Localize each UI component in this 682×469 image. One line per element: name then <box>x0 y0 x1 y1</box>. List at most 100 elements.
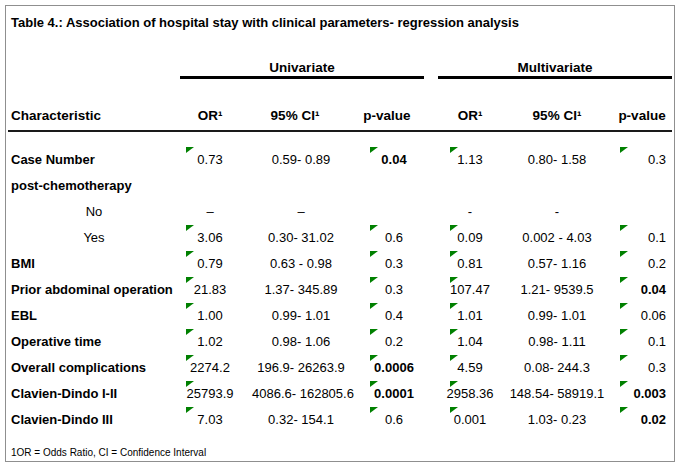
uni-or-cell: 0.73 <box>180 146 240 172</box>
cell-value: 1.13 <box>457 152 482 167</box>
uni-or-cell: 7.03 <box>180 406 240 432</box>
uni-ci-cell: 196.9- 26263.9 <box>240 354 350 380</box>
uni-or-cell: 3.06 <box>180 224 240 250</box>
cell-flag-triangle-icon <box>370 277 378 283</box>
table-foot: 1OR = Odds Ratio, CI = Confidence Interv… <box>8 432 672 458</box>
table-row: EBL1.000.99- 1.010.41.010.99- 1.010.06 <box>8 302 672 328</box>
cell-value: 4.59 <box>457 360 482 375</box>
column-gap <box>424 380 438 406</box>
multi-p-cell <box>612 172 672 198</box>
cell-value: 0.0001 <box>374 386 414 401</box>
multi-p-cell: 0.3 <box>612 146 672 172</box>
multi-p-cell: 0.003 <box>612 380 672 406</box>
cell-flag-triangle-icon <box>620 381 628 387</box>
uni-ci-cell: – <box>240 198 350 224</box>
row-label: Case Number <box>8 146 180 172</box>
cell-value: 0.80- 1.58 <box>528 152 587 167</box>
column-gap <box>424 146 438 172</box>
cell-value: 0.09 <box>457 230 482 245</box>
cell-flag-triangle-icon <box>620 303 628 309</box>
cell-value: 0.59- 0.89 <box>272 152 331 167</box>
cell-flag-triangle-icon <box>620 355 628 361</box>
table-header: Table 4.: Association of hospital stay w… <box>8 6 672 131</box>
cell-flag-triangle-icon <box>370 251 378 257</box>
cell-value: 0.04 <box>381 152 406 167</box>
multi-p-cell: 0.2 <box>612 250 672 276</box>
row-label: EBL <box>8 302 180 328</box>
uni-p-cell: 0.3 <box>350 250 424 276</box>
cell-value: 0.98- 1.11 <box>528 334 586 349</box>
cell-value: 107.47 <box>450 282 490 297</box>
cell-value: 0.3 <box>648 152 666 167</box>
uni-ci-cell: 0.99- 1.01 <box>240 302 350 328</box>
cell-flag-triangle-icon <box>620 329 628 335</box>
multi-p-cell: 0.06 <box>612 302 672 328</box>
multi-ci-cell: 0.002 - 4.03 <box>502 224 612 250</box>
row-label: Overall complications <box>8 354 180 380</box>
cell-value: 7.03 <box>197 412 222 427</box>
cell-flag-triangle-icon <box>370 407 378 413</box>
table-row: Operative time1.020.98- 1.060.21.040.98-… <box>8 328 672 354</box>
univariate-group-header: Univariate <box>180 47 424 78</box>
cell-value: 1.37- 345.89 <box>264 282 337 297</box>
cell-value: 0.99- 1.01 <box>528 308 587 323</box>
row-label: Prior abdominal operation <box>8 276 180 302</box>
table-row: Case Number0.73 0.59- 0.89 0.04 1.13 0.80- 1… <box>8 146 672 172</box>
row-label: Clavien-Dindo I-II <box>8 380 180 406</box>
cell-value: 0.3 <box>385 256 403 271</box>
cell-flag-triangle-icon <box>370 225 378 231</box>
table-row: Yes3.060.30- 31.020.60.090.002 - 4.030.1 <box>8 224 672 250</box>
regression-table: Table 4.: Association of hospital stay w… <box>8 6 672 458</box>
multi-ci-cell: 0.08- 244.3 <box>502 354 612 380</box>
multi-p-cell: 0.04 <box>612 276 672 302</box>
multi-ci-cell: 1.21- 9539.5 <box>502 276 612 302</box>
multi-ci-cell: 148.54- 58919.1 <box>502 380 612 406</box>
multi-p-cell: 0.1 <box>612 328 672 354</box>
group-gap <box>424 47 438 78</box>
column-gap <box>424 198 438 224</box>
multi-ci-cell: - <box>502 198 612 224</box>
cell-value: 0.3 <box>385 282 403 297</box>
col-header-gap <box>424 78 438 132</box>
cell-value: 148.54- 58919.1 <box>510 386 605 401</box>
col-header-uni-ci: 95% CI¹ <box>240 78 350 132</box>
page: { "table": { "title": "Table 4.: Associa… <box>0 0 682 469</box>
row-label: Operative time <box>8 328 180 354</box>
column-gap <box>424 354 438 380</box>
cell-value: 0.04 <box>641 282 666 297</box>
column-gap <box>424 224 438 250</box>
column-gap <box>424 302 438 328</box>
row-label: No <box>8 198 180 224</box>
cell-value: 0.02 <box>641 412 666 427</box>
uni-p-cell: 0.4 <box>350 302 424 328</box>
col-header-uni-or: OR¹ <box>180 78 240 132</box>
table-frame: Table 4.: Association of hospital stay w… <box>5 5 675 462</box>
cell-flag-triangle-icon <box>620 407 628 413</box>
col-header-uni-p: p-value <box>350 78 424 132</box>
cell-flag-triangle-icon <box>370 147 378 153</box>
cell-flag-triangle-icon <box>370 329 378 335</box>
cell-value: 0.003 <box>633 386 666 401</box>
uni-p-cell <box>350 198 424 224</box>
cell-value: 0.98- 1.06 <box>272 334 331 349</box>
uni-or-cell: 25793.9 <box>180 380 240 406</box>
multi-or-cell: 1.01 <box>438 302 502 328</box>
uni-or-cell: 0.79 <box>180 250 240 276</box>
column-gap <box>424 172 438 198</box>
cell-flag-triangle-icon <box>186 147 194 153</box>
footnote-row: 1OR = Odds Ratio, CI = Confidence Interv… <box>8 432 672 458</box>
multi-or-cell: 0.001 <box>438 406 502 432</box>
spacer-row <box>8 131 672 146</box>
cell-value: 0.32- 154.1 <box>268 412 334 427</box>
multi-or-cell: 1.13 <box>438 146 502 172</box>
cell-value: 0.08- 244.3 <box>524 360 590 375</box>
uni-p-cell <box>350 172 424 198</box>
column-gap <box>424 250 438 276</box>
uni-or-cell: 21.83 <box>180 276 240 302</box>
cell-value: 0.57- 1.16 <box>528 256 587 271</box>
table-row: Clavien-Dindo III7.030.32- 154.10.60.001… <box>8 406 672 432</box>
uni-p-cell: 0.6 <box>350 224 424 250</box>
group-header-row: Univariate Multivariate <box>8 47 672 78</box>
cell-value: 25793.9 <box>187 386 234 401</box>
cell-value: 0.30- 31.02 <box>268 230 334 245</box>
